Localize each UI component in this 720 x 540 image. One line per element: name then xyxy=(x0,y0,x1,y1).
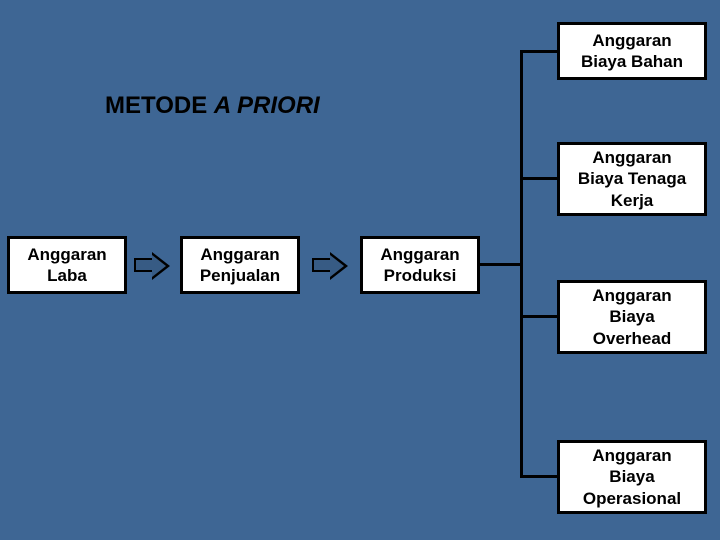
title-prefix: METODE xyxy=(105,92,214,119)
box-label: AnggaranBiayaOverhead xyxy=(592,285,671,349)
connector-line xyxy=(520,475,557,478)
box-label: AnggaranPenjualan xyxy=(200,244,280,287)
box-label: AnggaranBiayaOperasional xyxy=(583,445,681,509)
box-anggaran-biaya-tenaga-kerja: AnggaranBiaya TenagaKerja xyxy=(557,142,707,216)
box-anggaran-laba: AnggaranLaba xyxy=(7,236,127,294)
box-anggaran-produksi: AnggaranProduksi xyxy=(360,236,480,294)
box-label: AnggaranLaba xyxy=(27,244,106,287)
connector-line xyxy=(480,263,522,266)
connector-line xyxy=(520,177,557,180)
box-label: AnggaranBiaya Bahan xyxy=(581,30,683,73)
box-anggaran-biaya-operasional: AnggaranBiayaOperasional xyxy=(557,440,707,514)
title-italic: A PRIORI xyxy=(214,92,320,119)
box-anggaran-biaya-bahan: AnggaranBiaya Bahan xyxy=(557,22,707,80)
diagram-title: METODE A PRIORI xyxy=(105,92,320,120)
connector-line xyxy=(520,50,557,53)
box-anggaran-penjualan: AnggaranPenjualan xyxy=(180,236,300,294)
connector-line xyxy=(520,315,557,318)
box-label: AnggaranBiaya TenagaKerja xyxy=(578,147,686,211)
box-anggaran-biaya-overhead: AnggaranBiayaOverhead xyxy=(557,280,707,354)
box-label: AnggaranProduksi xyxy=(380,244,459,287)
connector-line xyxy=(520,50,523,478)
